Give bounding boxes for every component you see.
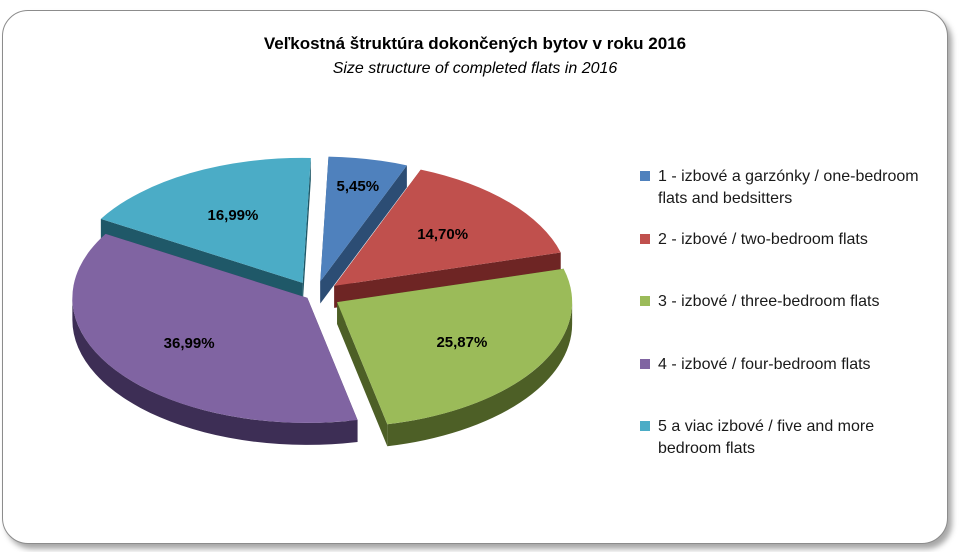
legend-label: 5 a viac izbové / five and more bedroom …: [658, 418, 875, 457]
legend-label: 3 - izbové / three-bedroom flats: [658, 293, 880, 310]
legend-swatch: [640, 421, 650, 431]
legend-label: 1 - izbové a garzónky / one-bedroom flat…: [658, 168, 919, 207]
chart-title: Veľkostná štruktúra dokončených bytov v …: [263, 34, 687, 53]
data-label: 5,45%: [337, 178, 380, 195]
legend-label: 4 - izbové / four-bedroom flats: [658, 356, 871, 373]
pie-slice: [100, 157, 311, 283]
data-label: 14,70%: [417, 226, 468, 243]
pie-slice: [72, 233, 358, 423]
legend-swatch: [640, 359, 650, 369]
data-label: 36,99%: [164, 335, 215, 352]
legend-item: 5 a viac izbové / five and more bedroom …: [640, 416, 938, 460]
legend-swatch: [640, 171, 650, 181]
legend-item: 4 - izbové / four-bedroom flats: [640, 354, 938, 376]
legend-swatch: [640, 296, 650, 306]
chart-subtitle: Size structure of completed flats in 201…: [332, 60, 618, 77]
legend-item: 2 - izbové / two-bedroom flats: [640, 229, 938, 251]
legend-item: 1 - izbové a garzónky / one-bedroom flat…: [640, 166, 938, 210]
data-label: 25,87%: [436, 334, 487, 351]
legend-swatch: [640, 234, 650, 244]
data-label: 16,99%: [207, 207, 258, 224]
legend-label: 2 - izbové / two-bedroom flats: [658, 231, 868, 248]
pie-slice: [334, 169, 561, 286]
legend-item: 3 - izbové / three-bedroom flats: [640, 291, 938, 313]
pie-slice: [320, 156, 407, 282]
pie-slice: [337, 268, 573, 425]
